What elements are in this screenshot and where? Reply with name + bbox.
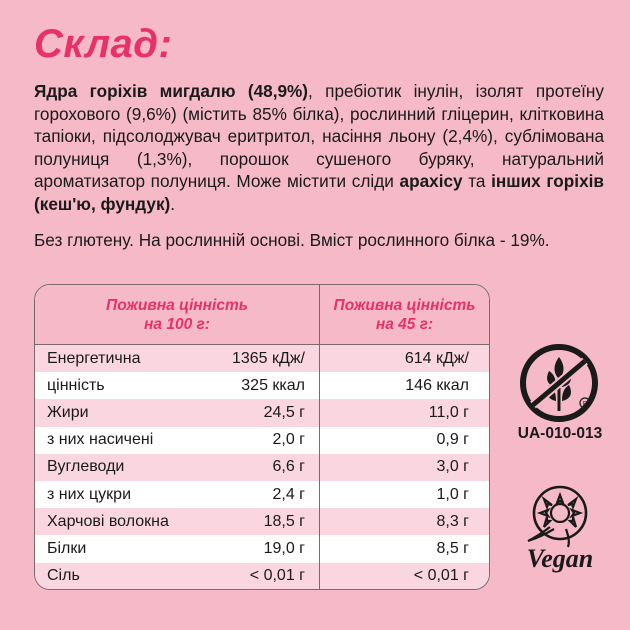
nutrient-name: Енергетична: [47, 349, 141, 367]
ingredients-part-3: .: [170, 193, 176, 214]
value-per-45g: 3,0 г: [436, 458, 469, 476]
table-row: з них цукри 2,4 г 1,0 г: [35, 480, 489, 509]
value-per-100g: 325 ккал: [210, 372, 320, 400]
value-per-45g: 8,3 г: [436, 512, 469, 530]
value-per-100g: < 0,01 г: [210, 562, 320, 589]
nutrition-table-header: Поживна цінність на 100 г: Поживна цінні…: [35, 285, 489, 345]
nutrient-name: з них насичені: [47, 431, 154, 449]
value-per-100g: 2,0 г: [210, 426, 320, 454]
value-per-45g: 1,0 г: [436, 485, 469, 503]
dietary-note: Без глютену. На рослинній основі. Вміст …: [34, 230, 550, 250]
allergen-peanuts: арахісу: [399, 171, 463, 191]
crossed-grain-icon: R: [520, 344, 598, 422]
header-per-100g: Поживна цінність на 100 г:: [35, 285, 320, 344]
value-per-100g: 24,5 г: [210, 399, 320, 427]
value-per-45g: < 0,01 г: [413, 567, 469, 585]
table-row: з них насичені 2,0 г 0,9 г: [35, 426, 489, 454]
table-row: цінність 325 ккал 146 ккал: [35, 372, 489, 400]
nutrition-table: Поживна цінність на 100 г: Поживна цінні…: [34, 284, 490, 590]
header-per-45g: Поживна цінність на 45 г:: [333, 296, 476, 333]
ingredients-part-1: , пребіотик інулін, ізолят протеїну горо…: [34, 81, 604, 191]
gluten-free-code: UA-010-013: [517, 425, 603, 442]
table-row: Жири 24,5 г 11,0 г: [35, 399, 489, 427]
nutrient-name: Жири: [47, 403, 89, 421]
value-per-45g: 146 ккал: [405, 376, 469, 394]
nutrient-name: з них цукри: [47, 485, 131, 503]
table-row: Вуглеводи 6,6 г 3,0 г: [35, 453, 489, 481]
value-per-45g: 0,9 г: [436, 431, 469, 449]
value-per-100g: 19,0 г: [210, 535, 320, 563]
value-per-100g: 6,6 г: [210, 453, 320, 481]
nutrient-name: Сіль: [47, 567, 80, 585]
value-per-45g: 8,5 г: [436, 539, 469, 557]
ingredient-bold-almonds: Ядра горіхів мигдалю (48,9%): [34, 81, 309, 101]
table-row: Харчові волокна 18,5 г 8,3 г: [35, 508, 489, 536]
table-row: Енергетична 1365 кДж/614 кДж/: [35, 345, 489, 373]
nutrient-name: цінність: [47, 376, 105, 394]
table-row: Сіль < 0,01 г < 0,01 г: [35, 562, 489, 589]
vegan-sunflower-logo: Vegan: [527, 485, 593, 573]
nutrient-name: Харчові волокна: [47, 512, 169, 530]
vegan-logo-text: Vegan: [527, 544, 593, 573]
value-per-100g: 18,5 г: [210, 508, 320, 536]
ingredients-part-2: та: [462, 171, 492, 191]
nutrition-rows: Енергетична 1365 кДж/614 кДж/цінність 325 …: [35, 345, 489, 589]
page-title: Склад:: [34, 22, 173, 66]
value-per-45g: 11,0 г: [428, 403, 469, 421]
allergen-other-nuts: інших горіхів (кеш'ю, фундук): [34, 171, 604, 214]
value-per-100g: 2,4 г: [210, 480, 320, 509]
ingredients-text: Ядра горіхів мигдалю (48,9%), пребіотик …: [34, 80, 604, 215]
svg-text:R: R: [583, 402, 588, 408]
value-per-45g: 614 кДж/: [404, 349, 469, 367]
nutrient-name: Білки: [47, 539, 87, 557]
nutrient-name: Вуглеводи: [47, 458, 125, 476]
table-row: Білки 19,0 г 8,5 г: [35, 535, 489, 563]
value-per-100g: 1365 кДж/: [210, 345, 320, 373]
